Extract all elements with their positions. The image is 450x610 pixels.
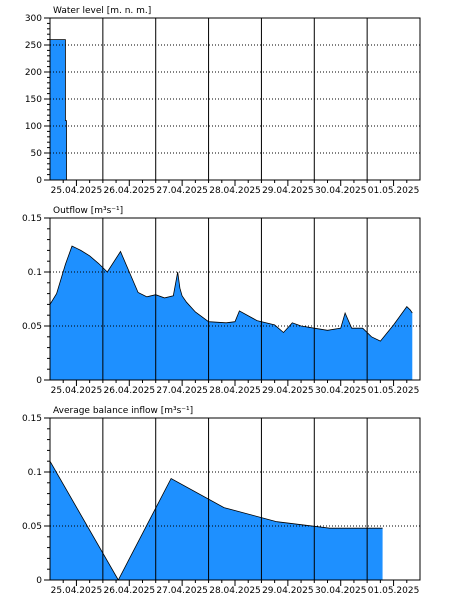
x-tick-label: 30.04.2025 [315, 386, 367, 396]
plot-area [50, 18, 420, 180]
x-tick-label: 01.05.2025 [368, 386, 420, 396]
chart-panel-2: 0 0.05 0.1 0.15 25.04.2025 26.04.2025 27.04.20… [22, 406, 421, 596]
x-tick-label: 27.04.2025 [156, 386, 208, 396]
y-tick-label: 250 [25, 41, 42, 51]
x-tick-label: 27.04.2025 [156, 586, 208, 596]
y-tick-label: 200 [25, 68, 42, 78]
y-tick-label: 0 [36, 376, 42, 386]
chart-title: Average balance inflow [m³s⁻¹] [53, 406, 193, 416]
x-tick-label: 26.04.2025 [104, 186, 156, 196]
y-tick-label: 0.05 [22, 322, 42, 332]
y-tick-label: 0.15 [22, 214, 42, 224]
chart-title: Water level [m. n. m.] [53, 6, 151, 16]
y-tick-label: 100 [25, 122, 42, 132]
x-tick-label: 01.05.2025 [368, 186, 420, 196]
x-tick-label: 28.04.2025 [209, 386, 261, 396]
area-line-series-0 [50, 245, 413, 342]
x-tick-label: 28.04.2025 [209, 586, 261, 596]
x-tick-label: 29.04.2025 [262, 186, 314, 196]
area-line-series-0 [50, 461, 383, 580]
y-tick-label: 0 [36, 576, 42, 586]
x-tick-label: 30.04.2025 [315, 186, 367, 196]
chart-panel-0: 0 50 100 150 200 250 300 25.04.2025 26.04.2025 27… [25, 6, 421, 196]
x-tick-label: 25.04.2025 [51, 186, 103, 196]
y-tick-label: 50 [31, 149, 43, 159]
chart-panel-1: 0 0.05 0.1 0.15 25.04.2025 26.04.2025 27.04.20… [22, 206, 421, 396]
x-tick-label: 01.05.2025 [368, 586, 420, 596]
x-tick-label: 25.04.2025 [51, 386, 103, 396]
x-tick-label: 29.04.2025 [262, 386, 314, 396]
x-tick-label: 25.04.2025 [51, 586, 103, 596]
y-tick-label: 0 [36, 176, 42, 186]
y-tick-label: 0.15 [22, 414, 42, 424]
x-tick-label: 28.04.2025 [209, 186, 261, 196]
area-fill-series-0 [50, 461, 383, 580]
y-tick-label: 0.05 [22, 522, 42, 532]
area-fill-series-0 [50, 246, 413, 380]
x-tick-label: 26.04.2025 [104, 586, 156, 596]
y-tick-label: 150 [25, 95, 42, 105]
x-tick-label: 27.04.2025 [156, 186, 208, 196]
x-tick-label: 29.04.2025 [262, 586, 314, 596]
chart-title: Outflow [m³s⁻¹] [53, 206, 123, 216]
y-tick-label: 0.1 [28, 268, 42, 278]
x-tick-label: 30.04.2025 [315, 586, 367, 596]
x-tick-label: 26.04.2025 [104, 386, 156, 396]
y-tick-label: 300 [25, 14, 42, 24]
y-tick-label: 0.1 [28, 468, 42, 478]
area-line-series-0 [50, 39, 420, 180]
